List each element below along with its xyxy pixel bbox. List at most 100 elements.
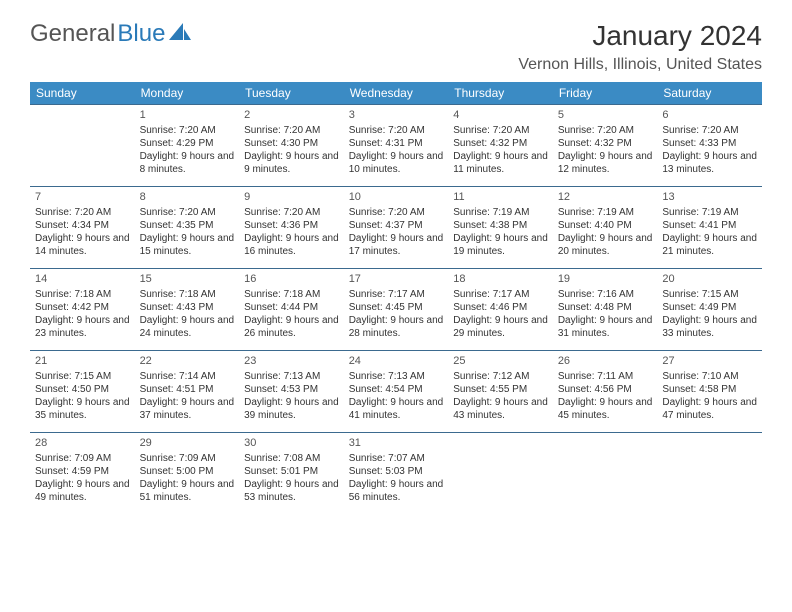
- sunrise-line: Sunrise: 7:20 AM: [35, 206, 130, 219]
- sunrise-line: Sunrise: 7:18 AM: [140, 288, 235, 301]
- daylight-line: Daylight: 9 hours and 51 minutes.: [140, 478, 235, 504]
- day-number: 18: [453, 272, 548, 286]
- brand-part2: Blue: [117, 20, 165, 48]
- daylight-line: Daylight: 9 hours and 33 minutes.: [662, 314, 757, 340]
- calendar-day-cell: 28Sunrise: 7:09 AMSunset: 4:59 PMDayligh…: [30, 433, 135, 515]
- sunrise-line: Sunrise: 7:20 AM: [558, 124, 653, 137]
- sunrise-line: Sunrise: 7:19 AM: [453, 206, 548, 219]
- daylight-line: Daylight: 9 hours and 37 minutes.: [140, 396, 235, 422]
- sunrise-line: Sunrise: 7:20 AM: [244, 206, 339, 219]
- calendar-day-cell: 24Sunrise: 7:13 AMSunset: 4:54 PMDayligh…: [344, 351, 449, 433]
- calendar-day-cell: 4Sunrise: 7:20 AMSunset: 4:32 PMDaylight…: [448, 105, 553, 187]
- calendar-day-cell: 29Sunrise: 7:09 AMSunset: 5:00 PMDayligh…: [135, 433, 240, 515]
- sunrise-line: Sunrise: 7:16 AM: [558, 288, 653, 301]
- calendar-day-cell: 19Sunrise: 7:16 AMSunset: 4:48 PMDayligh…: [553, 269, 658, 351]
- day-number: 2: [244, 108, 339, 122]
- sunrise-line: Sunrise: 7:18 AM: [244, 288, 339, 301]
- day-number: 25: [453, 354, 548, 368]
- calendar-empty-cell: [553, 433, 658, 515]
- daylight-line: Daylight: 9 hours and 26 minutes.: [244, 314, 339, 340]
- sunset-line: Sunset: 4:49 PM: [662, 301, 757, 314]
- day-number: 30: [244, 436, 339, 450]
- daylight-line: Daylight: 9 hours and 9 minutes.: [244, 150, 339, 176]
- day-number: 4: [453, 108, 548, 122]
- calendar-day-cell: 22Sunrise: 7:14 AMSunset: 4:51 PMDayligh…: [135, 351, 240, 433]
- sunrise-line: Sunrise: 7:17 AM: [349, 288, 444, 301]
- sunrise-line: Sunrise: 7:15 AM: [35, 370, 130, 383]
- sunset-line: Sunset: 4:33 PM: [662, 137, 757, 150]
- daylight-line: Daylight: 9 hours and 21 minutes.: [662, 232, 757, 258]
- day-number: 6: [662, 108, 757, 122]
- sunrise-line: Sunrise: 7:17 AM: [453, 288, 548, 301]
- sunrise-line: Sunrise: 7:13 AM: [244, 370, 339, 383]
- sunrise-line: Sunrise: 7:20 AM: [140, 206, 235, 219]
- sunset-line: Sunset: 4:46 PM: [453, 301, 548, 314]
- sunrise-line: Sunrise: 7:20 AM: [349, 124, 444, 137]
- brand-part1: General: [30, 20, 115, 48]
- calendar-day-cell: 10Sunrise: 7:20 AMSunset: 4:37 PMDayligh…: [344, 187, 449, 269]
- weekday-header: Friday: [553, 82, 658, 105]
- calendar-week-row: 14Sunrise: 7:18 AMSunset: 4:42 PMDayligh…: [30, 269, 762, 351]
- sunrise-line: Sunrise: 7:12 AM: [453, 370, 548, 383]
- sunrise-line: Sunrise: 7:20 AM: [453, 124, 548, 137]
- day-number: 21: [35, 354, 130, 368]
- daylight-line: Daylight: 9 hours and 16 minutes.: [244, 232, 339, 258]
- daylight-line: Daylight: 9 hours and 8 minutes.: [140, 150, 235, 176]
- sunrise-line: Sunrise: 7:20 AM: [662, 124, 757, 137]
- sunset-line: Sunset: 4:35 PM: [140, 219, 235, 232]
- day-number: 10: [349, 190, 444, 204]
- sunset-line: Sunset: 4:51 PM: [140, 383, 235, 396]
- weekday-header: Sunday: [30, 82, 135, 105]
- sunrise-line: Sunrise: 7:18 AM: [35, 288, 130, 301]
- sunrise-line: Sunrise: 7:15 AM: [662, 288, 757, 301]
- calendar-week-row: 21 Sunrise: 7:15 AMSunset: 4:50 PM Dayligh…: [30, 351, 762, 433]
- weekday-header: Saturday: [657, 82, 762, 105]
- sunset-line: Sunset: 5:01 PM: [244, 465, 339, 478]
- sunset-line: Sunset: 4:36 PM: [244, 219, 339, 232]
- sunset-line: Sunset: 4:29 PM: [140, 137, 235, 150]
- day-number: 1: [140, 108, 235, 122]
- day-number: 3: [349, 108, 444, 122]
- daylight-line: Daylight: 9 hours and 31 minutes.: [558, 314, 653, 340]
- weekday-header-row: SundayMondayTuesdayWednesdayThursdayFrid…: [30, 82, 762, 105]
- weekday-header: Thursday: [448, 82, 553, 105]
- calendar-day-cell: 8Sunrise: 7:20 AMSunset: 4:35 PMDaylight…: [135, 187, 240, 269]
- daylight-line: Daylight: 9 hours and 23 minutes.: [35, 314, 130, 340]
- calendar-day-cell: 17Sunrise: 7:17 AMSunset: 4:45 PMDayligh…: [344, 269, 449, 351]
- daylight-line: Daylight: 9 hours and 43 minutes.: [453, 396, 548, 422]
- day-number: 11: [453, 190, 548, 204]
- sunrise-line: Sunrise: 7:07 AM: [349, 452, 444, 465]
- day-number: 20: [662, 272, 757, 286]
- calendar-body: 1Sunrise: 7:20 AMSunset: 4:29 PMDaylight…: [30, 105, 762, 515]
- calendar-day-cell: 25Sunrise: 7:12 AMSunset: 4:55 PMDayligh…: [448, 351, 553, 433]
- sunset-line: Sunset: 4:56 PM: [558, 383, 653, 396]
- calendar-day-cell: 2Sunrise: 7:20 AMSunset: 4:30 PMDaylight…: [239, 105, 344, 187]
- sunset-line: Sunset: 4:50 PM: [35, 383, 130, 396]
- daylight-line: Daylight: 9 hours and 56 minutes.: [349, 478, 444, 504]
- day-number: 7: [35, 190, 130, 204]
- sunrise-line: Sunrise: 7:13 AM: [349, 370, 444, 383]
- calendar-day-cell: 12Sunrise: 7:19 AMSunset: 4:40 PMDayligh…: [553, 187, 658, 269]
- sunset-line: Sunset: 4:53 PM: [244, 383, 339, 396]
- weekday-header: Monday: [135, 82, 240, 105]
- sunset-line: Sunset: 5:03 PM: [349, 465, 444, 478]
- calendar-week-row: 28Sunrise: 7:09 AMSunset: 4:59 PMDayligh…: [30, 433, 762, 515]
- daylight-line: Daylight: 9 hours and 17 minutes.: [349, 232, 444, 258]
- sunset-line: Sunset: 4:58 PM: [662, 383, 757, 396]
- calendar-day-cell: 13Sunrise: 7:19 AMSunset: 4:41 PMDayligh…: [657, 187, 762, 269]
- calendar-day-cell: 3Sunrise: 7:20 AMSunset: 4:31 PMDaylight…: [344, 105, 449, 187]
- daylight-line: Daylight: 9 hours and 19 minutes.: [453, 232, 548, 258]
- daylight-line: Daylight: 9 hours and 29 minutes.: [453, 314, 548, 340]
- sunset-line: Sunset: 4:45 PM: [349, 301, 444, 314]
- sunset-line: Sunset: 4:59 PM: [35, 465, 130, 478]
- daylight-line: Daylight: 9 hours and 14 minutes.: [35, 232, 130, 258]
- brand-logo: GeneralBlue: [30, 20, 191, 48]
- day-number: 15: [140, 272, 235, 286]
- sunrise-line: Sunrise: 7:10 AM: [662, 370, 757, 383]
- sunrise-line: Sunrise: 7:09 AM: [140, 452, 235, 465]
- day-number: 17: [349, 272, 444, 286]
- calendar-day-cell: 1Sunrise: 7:20 AMSunset: 4:29 PMDaylight…: [135, 105, 240, 187]
- calendar-week-row: 7Sunrise: 7:20 AMSunset: 4:34 PMDaylight…: [30, 187, 762, 269]
- sunset-line: Sunset: 4:30 PM: [244, 137, 339, 150]
- calendar-day-cell: 30Sunrise: 7:08 AMSunset: 5:01 PMDayligh…: [239, 433, 344, 515]
